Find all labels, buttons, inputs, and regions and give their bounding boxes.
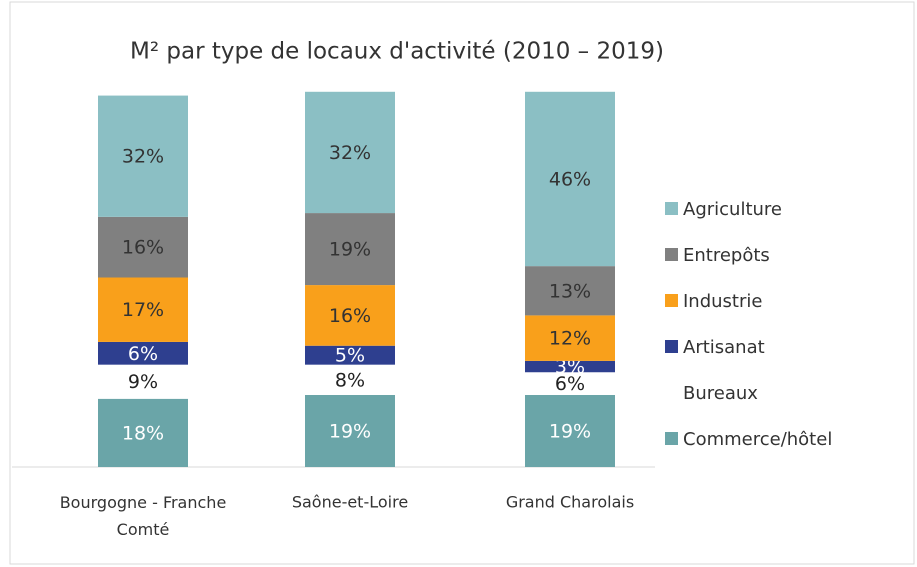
data-label: 16% bbox=[329, 305, 371, 327]
data-label: 18% bbox=[122, 422, 164, 444]
legend-swatch bbox=[665, 202, 678, 215]
bar-segment bbox=[305, 394, 395, 467]
data-label: 5% bbox=[335, 345, 365, 367]
bar-segment bbox=[305, 213, 395, 286]
bar-segment bbox=[305, 364, 395, 395]
x-tick-label: Saône-et-Loire bbox=[292, 493, 408, 512]
legend-label: Bureaux bbox=[683, 383, 758, 404]
data-label: 13% bbox=[549, 280, 591, 302]
data-label: 3% bbox=[555, 356, 585, 378]
legend-label: Entrepôts bbox=[683, 245, 770, 266]
legend-swatch bbox=[665, 294, 678, 307]
data-label: 16% bbox=[122, 237, 164, 259]
bar-segment bbox=[305, 345, 395, 365]
data-label: 6% bbox=[555, 373, 585, 395]
legend-label: Artisanat bbox=[683, 337, 765, 358]
data-label: 8% bbox=[335, 369, 365, 391]
legend-swatch bbox=[665, 248, 678, 261]
data-label: 32% bbox=[329, 142, 371, 164]
data-label: 9% bbox=[128, 371, 158, 393]
data-label: 6% bbox=[128, 343, 158, 365]
bar-segment bbox=[305, 285, 395, 346]
legend-swatch bbox=[665, 340, 678, 353]
bar-segment bbox=[525, 394, 615, 467]
bar-segment bbox=[98, 95, 188, 217]
chart-title: M² par type de locaux d'activité (2010 –… bbox=[130, 39, 664, 65]
bar-segment bbox=[525, 360, 615, 373]
x-tick-label: Grand Charolais bbox=[506, 493, 634, 512]
legend-swatch bbox=[665, 432, 678, 445]
bar-segment bbox=[98, 277, 188, 342]
data-label: 19% bbox=[329, 420, 371, 442]
bar-segment bbox=[98, 216, 188, 278]
bar-segment bbox=[98, 341, 188, 365]
legend-label: Commerce/hôtel bbox=[683, 429, 832, 450]
data-label: 19% bbox=[329, 239, 371, 261]
bar-segment bbox=[525, 372, 615, 395]
bar-segment bbox=[525, 91, 615, 267]
bar-segment bbox=[98, 398, 188, 467]
legend-label: Agriculture bbox=[683, 199, 782, 220]
bar-segment bbox=[525, 266, 615, 316]
data-label: 46% bbox=[549, 168, 591, 190]
data-label: 17% bbox=[122, 299, 164, 321]
legend-label: Industrie bbox=[683, 291, 762, 312]
x-tick-label: Bourgogne - Franche Comté bbox=[60, 493, 227, 539]
data-label: 12% bbox=[549, 328, 591, 350]
data-label: 19% bbox=[549, 420, 591, 442]
legend-swatch bbox=[665, 386, 678, 399]
bar-segment bbox=[305, 91, 395, 214]
bar-segment bbox=[98, 364, 188, 399]
bar-segment bbox=[525, 315, 615, 361]
data-label: 32% bbox=[122, 146, 164, 168]
